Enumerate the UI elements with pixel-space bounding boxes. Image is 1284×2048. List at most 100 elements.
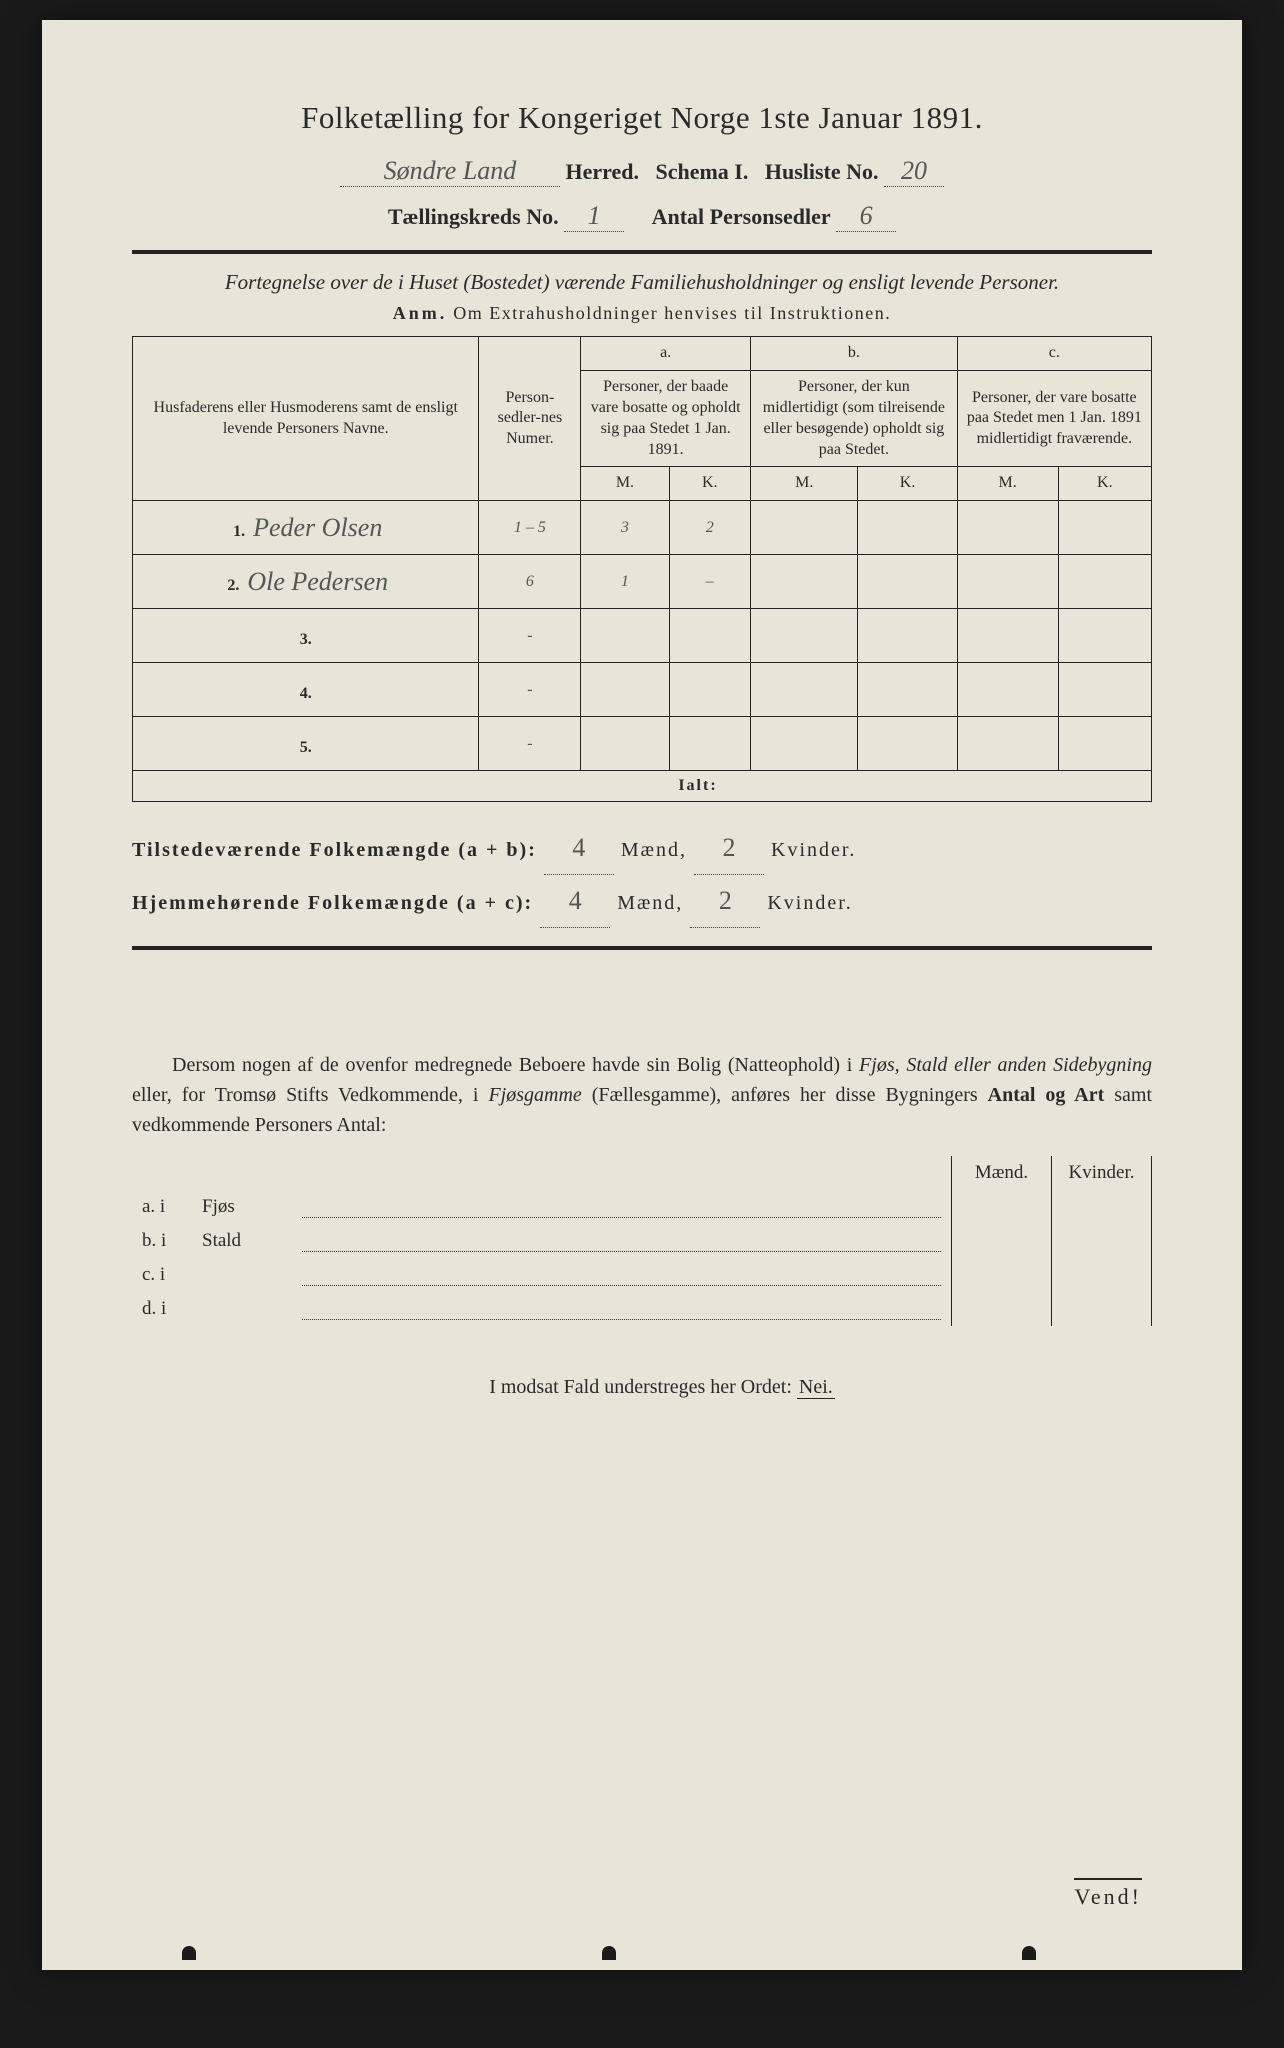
bm-cell: [751, 717, 858, 771]
bldg-m-cell: [952, 1292, 1052, 1326]
bk-cell: [858, 555, 957, 609]
vend-label: Vend!: [1074, 1878, 1142, 1910]
bldg-type: Stald: [192, 1224, 292, 1258]
bldg-letter: a. i: [132, 1190, 192, 1224]
tear-mark: [602, 1946, 616, 1960]
cm-cell: [957, 501, 1058, 555]
col-pers-head: Person-sedler-nes Numer.: [479, 337, 581, 501]
bldg-fill: [292, 1224, 952, 1258]
table-row: 3. -: [133, 609, 1152, 663]
table-row: 5. -: [133, 717, 1152, 771]
personsedler-label: Antal Personsedler: [652, 204, 831, 229]
table-row: 4. -: [133, 663, 1152, 717]
rule-2: [132, 946, 1152, 950]
census-form-page: Folketælling for Kongeriget Norge 1ste J…: [42, 20, 1242, 1970]
name-cell: 5.: [133, 717, 479, 771]
ak-cell: [669, 663, 751, 717]
bm-cell: [751, 501, 858, 555]
personsedler-value: 6: [836, 201, 896, 232]
name-cell: 1. Peder Olsen: [133, 501, 479, 555]
bldg-m-cell: [952, 1258, 1052, 1292]
am-cell: 1: [581, 555, 669, 609]
husliste-value: 20: [884, 156, 944, 187]
cm-cell: [957, 717, 1058, 771]
ck-cell: [1058, 609, 1151, 663]
anm-label: Anm.: [393, 303, 448, 323]
cm-cell: [957, 555, 1058, 609]
col-name-text: Husfaderens eller Husmoderens samt de en…: [154, 399, 458, 437]
name-cell: 2. Ole Pedersen: [133, 555, 479, 609]
husliste-label: Husliste No.: [765, 159, 879, 184]
sum1-m: 4: [544, 822, 614, 875]
table-row: 1. Peder Olsen1 – 532: [133, 501, 1152, 555]
prose-block: Dersom nogen af de ovenfor medregnede Be…: [132, 1050, 1152, 1140]
bldg-k-cell: [1052, 1224, 1152, 1258]
col-c-head: Personer, der vare bosatte paa Stedet me…: [957, 371, 1151, 467]
anm-text: Om Extrahusholdninger henvises til Instr…: [453, 303, 891, 323]
col-b-letter: b.: [751, 337, 958, 371]
form-subtitle: Fortegnelse over de i Huset (Bostedet) v…: [132, 268, 1152, 297]
bm-cell: [751, 609, 858, 663]
building-table: Mænd. Kvinder. a. iFjøsb. iStaldc. id. i: [132, 1156, 1152, 1326]
am-cell: [581, 609, 669, 663]
bk-cell: [858, 663, 957, 717]
b-k: K.: [858, 467, 957, 501]
bldg-type: Fjøs: [192, 1190, 292, 1224]
col-a-letter: a.: [581, 337, 751, 371]
bm-cell: [751, 555, 858, 609]
summary-block: Tilstedeværende Folkemængde (a + b): 4 M…: [132, 822, 1152, 928]
herred-label: Herred.: [565, 159, 639, 184]
bldg-type: [192, 1258, 292, 1292]
name-cell: 4.: [133, 663, 479, 717]
col-name-head: Husfaderens eller Husmoderens samt de en…: [133, 337, 479, 501]
col-c-letter: c.: [957, 337, 1151, 371]
kvinder-2: Kvinder.: [767, 892, 852, 914]
bldg-k-head: Kvinder.: [1052, 1156, 1152, 1190]
bm-cell: [751, 663, 858, 717]
ak-cell: 2: [669, 501, 751, 555]
ck-cell: [1058, 501, 1151, 555]
bldg-letter: b. i: [132, 1224, 192, 1258]
name-cell: 3.: [133, 609, 479, 663]
sum2-k: 2: [690, 875, 760, 928]
tear-mark: [182, 1946, 196, 1960]
ialt-label: Ialt:: [133, 771, 1152, 802]
sum1-k: 2: [694, 822, 764, 875]
pers-cell: -: [479, 663, 581, 717]
am-cell: 3: [581, 501, 669, 555]
bldg-fill: [292, 1258, 952, 1292]
cm-cell: [957, 609, 1058, 663]
pers-cell: -: [479, 717, 581, 771]
am-cell: [581, 663, 669, 717]
bldg-fill: [292, 1190, 952, 1224]
bldg-letter: d. i: [132, 1292, 192, 1326]
bldg-type: [192, 1292, 292, 1326]
bldg-row: d. i: [132, 1292, 1152, 1326]
pers-cell: -: [479, 609, 581, 663]
a-k: K.: [669, 467, 751, 501]
kreds-value: 1: [564, 201, 624, 232]
col-b-head: Personer, der kun midlertidigt (som tilr…: [751, 371, 958, 467]
bk-cell: [858, 501, 957, 555]
herred-value: Søndre Land: [340, 156, 560, 187]
bldg-k-cell: [1052, 1258, 1152, 1292]
bldg-m-cell: [952, 1224, 1052, 1258]
ck-cell: [1058, 663, 1151, 717]
anm-line: Anm. Om Extrahusholdninger henvises til …: [132, 303, 1152, 324]
bldg-row: b. iStald: [132, 1224, 1152, 1258]
bldg-row: a. iFjøs: [132, 1190, 1152, 1224]
nei-line: I modsat Fald understreges her Ordet: Ne…: [132, 1376, 1152, 1399]
bldg-m-head: Mænd.: [952, 1156, 1052, 1190]
ak-cell: [669, 609, 751, 663]
tear-mark: [1022, 1946, 1036, 1960]
cm-cell: [957, 663, 1058, 717]
bldg-k-cell: [1052, 1292, 1152, 1326]
bldg-m-cell: [952, 1190, 1052, 1224]
nei-word: Nei.: [797, 1376, 835, 1399]
bldg-row: c. i: [132, 1258, 1152, 1292]
summary-line2-label: Hjemmehørende Folkemængde (a + c):: [132, 892, 533, 914]
pers-cell: 1 – 5: [479, 501, 581, 555]
bk-cell: [858, 609, 957, 663]
maend-1: Mænd,: [621, 839, 687, 861]
pers-cell: 6: [479, 555, 581, 609]
